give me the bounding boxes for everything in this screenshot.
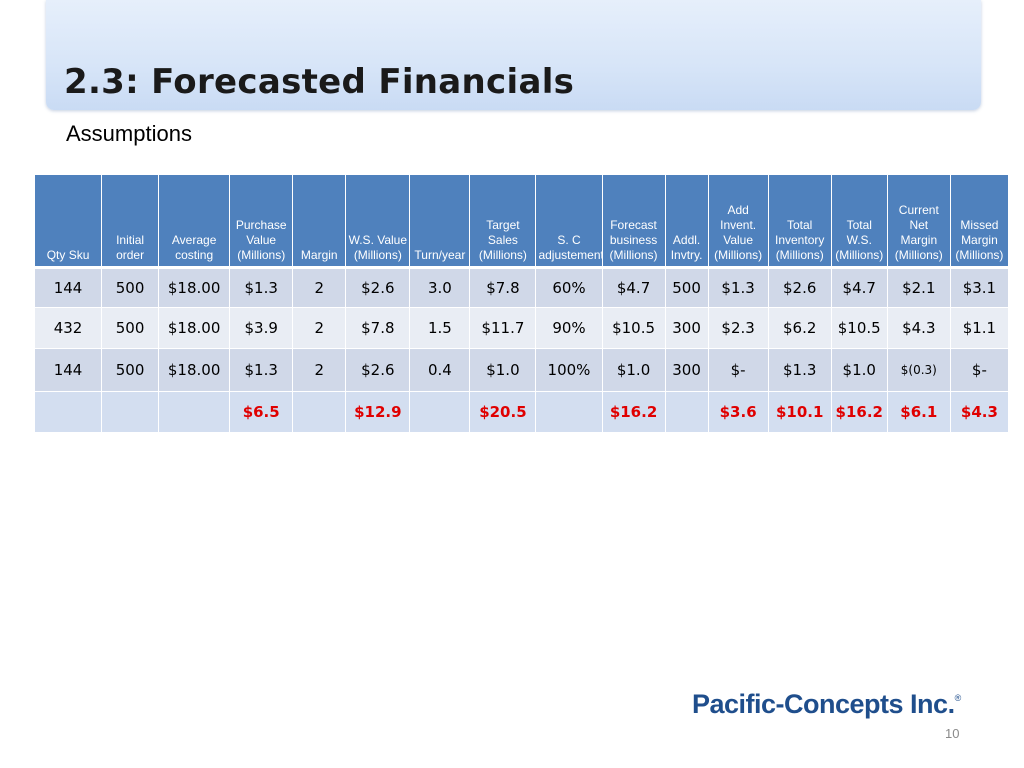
table-cell: 2 [292,307,347,349]
table-cell: $4.7 [830,267,888,308]
table-cell: 100% [535,348,603,392]
total-cell: $3.6 [707,391,769,433]
table-header-row: Qty Sku Initial order Average costing Pu… [33,174,1010,269]
total-cell [101,391,160,433]
table-cell: $10.5 [830,307,888,349]
table-cell: $2.3 [707,307,769,349]
col-header-initial-order: Initial order [101,174,160,269]
table-cell: 1.5 [409,307,471,349]
table-cell: $18.00 [158,267,231,308]
total-cell [292,391,347,433]
table-cell: 0.4 [409,348,471,392]
financials-table: Qty Sku Initial order Average costing Pu… [33,174,1010,433]
col-header-total-inventory: Total Inventory (Millions) [767,174,832,269]
total-cell: $6.5 [229,391,294,433]
total-cell [535,391,603,433]
table-cell: 300 [664,307,709,349]
col-header-sc-adjustement: S. C adjustement [535,174,603,269]
table-cell: $2.6 [345,348,411,392]
table-cell: $1.0 [469,348,537,392]
total-cell: $12.9 [345,391,411,433]
table-cell: 144 [33,267,103,308]
total-cell: $16.2 [830,391,888,433]
table-cell: 500 [101,307,160,349]
table-cell: $1.0 [830,348,888,392]
col-header-turn-year: Turn/year [409,174,471,269]
table-cell: $18.00 [158,348,231,392]
total-cell [664,391,709,433]
table-cell: $(0.3) [886,348,951,392]
table-cell: $3.1 [949,267,1010,308]
table-cell: $1.3 [767,348,832,392]
table-cell: $- [949,348,1010,392]
company-logo: Pacific-Concepts Inc.® [692,689,961,720]
table-cell: 60% [535,267,603,308]
totals-row: $6.5 $12.9 $20.5 $16.2 $3.6 $10.1 $16.2 … [33,391,1010,433]
table-cell: $4.3 [886,307,951,349]
table-row: 432 500 $18.00 $3.9 2 $7.8 1.5 $11.7 90%… [33,307,1010,349]
table-cell: 500 [101,348,160,392]
table-cell: 500 [101,267,160,308]
col-header-purchase-value: Purchase Value (Millions) [229,174,294,269]
table-cell: 300 [664,348,709,392]
table-cell: $7.8 [345,307,411,349]
col-header-qty-sku: Qty Sku [33,174,103,269]
total-cell: $6.1 [886,391,951,433]
table-row: 144 500 $18.00 $1.3 2 $2.6 0.4 $1.0 100%… [33,348,1010,392]
col-header-current-net-margin: Current Net Margin (Millions) [886,174,951,269]
table-cell: $2.1 [886,267,951,308]
table-cell: $18.00 [158,307,231,349]
col-header-average-costing: Average costing [158,174,231,269]
table-cell: 144 [33,348,103,392]
col-header-forecast-business: Forecast business (Millions) [601,174,666,269]
total-cell [33,391,103,433]
slide-subtitle: Assumptions [66,121,192,146]
table-row: 144 500 $18.00 $1.3 2 $2.6 3.0 $7.8 60% … [33,267,1010,308]
table-cell: 90% [535,307,603,349]
table-cell: $1.0 [601,348,666,392]
total-cell [409,391,471,433]
total-cell: $16.2 [601,391,666,433]
table-cell: $1.3 [229,348,294,392]
table-cell: $- [707,348,769,392]
table-cell: 432 [33,307,103,349]
col-header-margin: Margin [292,174,347,269]
table-cell: $2.6 [767,267,832,308]
table-cell: 3.0 [409,267,471,308]
total-cell: $4.3 [949,391,1010,433]
slide-title: 2.3: Forecasted Financials [64,62,575,102]
col-header-missed-margin: Missed Margin (Millions) [949,174,1010,269]
table-cell: 2 [292,348,347,392]
col-header-ws-value: W.S. Value (Millions) [345,174,411,269]
col-header-add-invent-value: Add Invent. Value (Millions) [707,174,769,269]
col-header-total-ws: Total W.S. (Millions) [830,174,888,269]
table-cell: $10.5 [601,307,666,349]
table-cell: $1.3 [229,267,294,308]
table-cell: 2 [292,267,347,308]
table-cell: $4.7 [601,267,666,308]
table-cell: $11.7 [469,307,537,349]
total-cell: $10.1 [767,391,832,433]
table-cell: $3.9 [229,307,294,349]
table-cell: 500 [664,267,709,308]
page-number: 10 [945,726,960,741]
table-cell: $7.8 [469,267,537,308]
table-cell: $1.1 [949,307,1010,349]
col-header-addl-invtry: Addl. Invtry. [664,174,709,269]
logo-text: Pacific-Concepts Inc. [692,689,955,719]
registered-mark: ® [954,693,962,703]
total-cell [158,391,231,433]
col-header-target-sales: Target Sales (Millions) [469,174,537,269]
table-cell: $1.3 [707,267,769,308]
table-cell: $2.6 [345,267,411,308]
total-cell: $20.5 [469,391,537,433]
title-banner [46,0,981,110]
table-cell: $6.2 [767,307,832,349]
